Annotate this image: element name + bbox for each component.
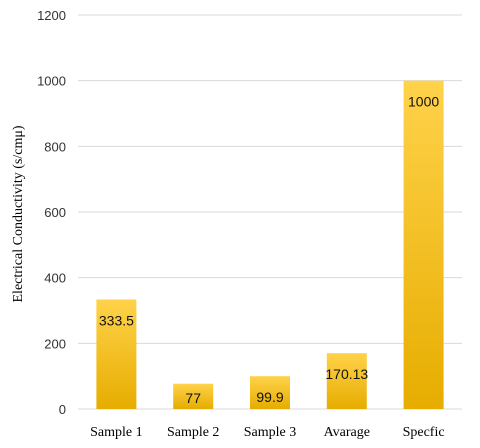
x-category-label: Sample 2 bbox=[167, 425, 220, 440]
data-label: 77 bbox=[185, 390, 201, 406]
bar-specfic bbox=[403, 80, 444, 410]
y-tick-label: 800 bbox=[44, 139, 66, 154]
y-tick-label: 1200 bbox=[37, 8, 66, 23]
bar-sample-2 bbox=[173, 383, 214, 409]
data-label: 170.13 bbox=[325, 366, 368, 382]
x-category-label: Sample 1 bbox=[90, 425, 143, 440]
bar-sample-1 bbox=[96, 299, 137, 409]
y-tick-label: 1000 bbox=[37, 74, 66, 89]
y-tick-label: 200 bbox=[44, 336, 66, 351]
x-category-label: Specfic bbox=[403, 425, 445, 440]
y-axis-label: Electrical Conductivity (s/cmμ) bbox=[11, 125, 26, 302]
y-tick-label: 0 bbox=[59, 402, 66, 417]
x-category-label: Avarage bbox=[324, 425, 370, 440]
y-tick-label: 400 bbox=[44, 271, 66, 286]
bar-avarage bbox=[326, 353, 367, 409]
y-tick-label: 600 bbox=[44, 205, 66, 220]
bar-sample-3 bbox=[250, 376, 290, 409]
data-label: 99.9 bbox=[256, 389, 283, 405]
x-category-label: Sample 3 bbox=[244, 425, 297, 440]
data-label: 333.5 bbox=[99, 313, 134, 329]
data-label: 1000 bbox=[408, 94, 439, 110]
